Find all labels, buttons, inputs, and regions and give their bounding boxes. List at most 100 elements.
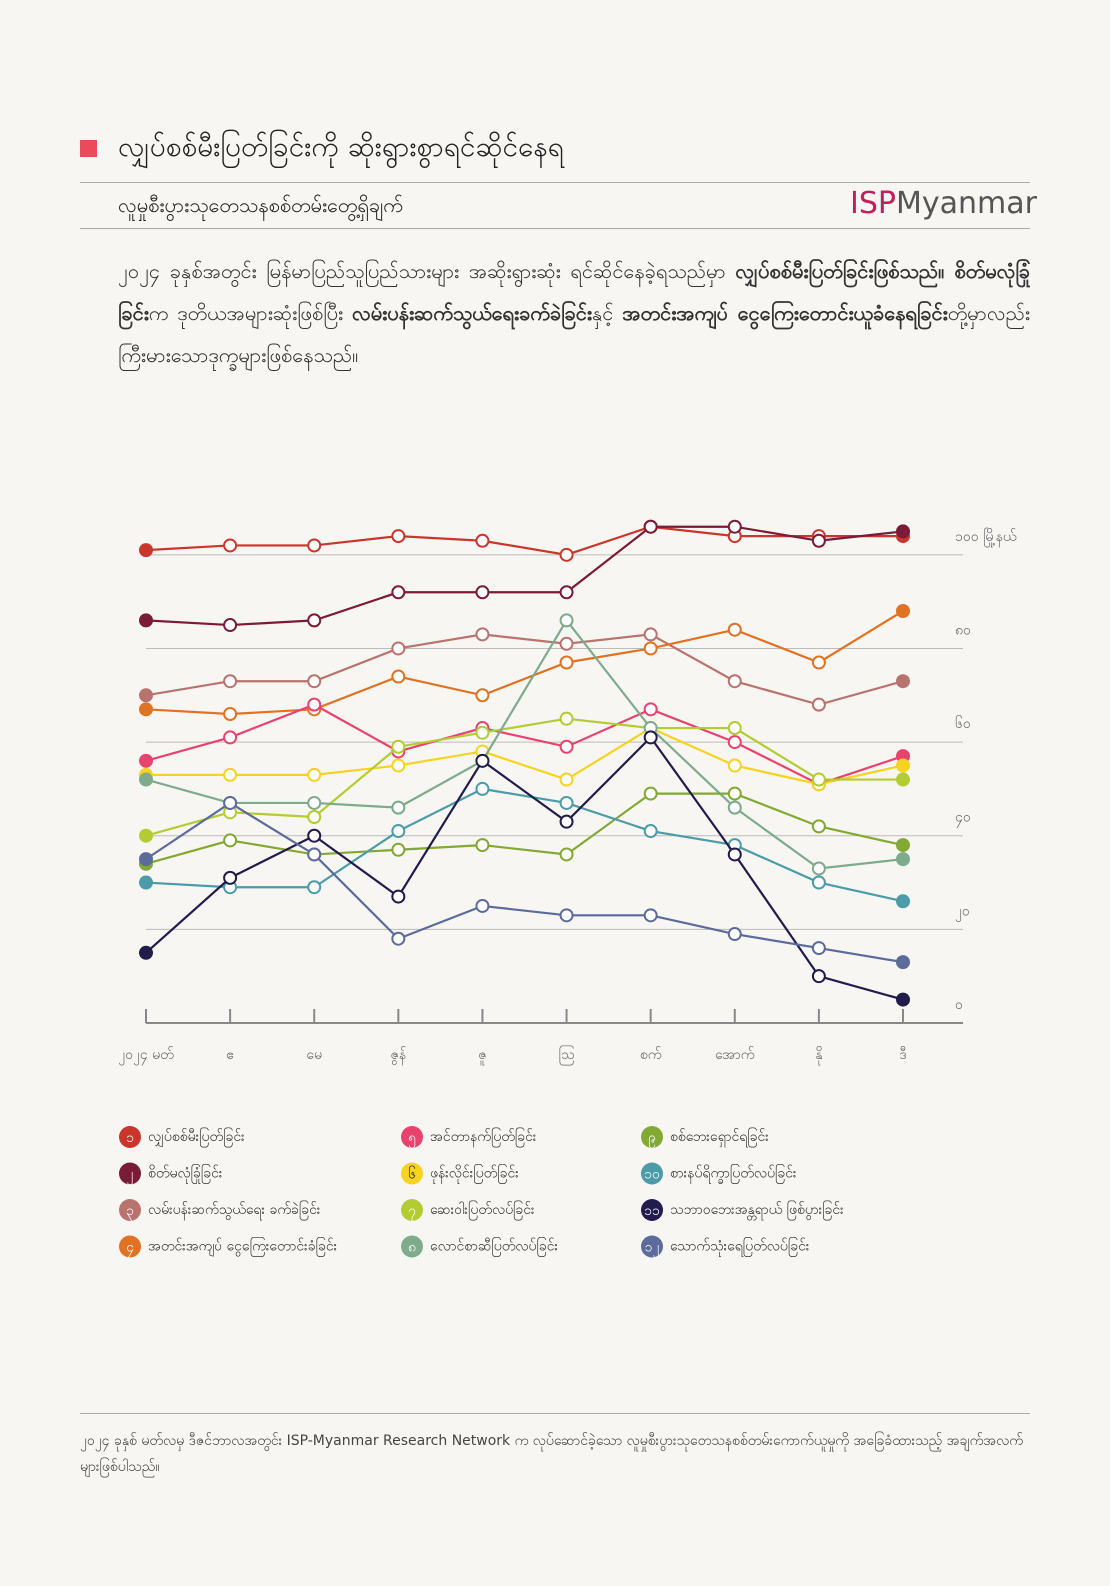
data-point xyxy=(475,725,490,740)
data-point xyxy=(391,824,406,839)
legend-item: ၄ အတင်းအကျပ် ငွေကြေးတောင်းခံခြင်း xyxy=(119,1235,338,1258)
legend-item: ၈ လောင်စာဆီပြတ်လပ်ခြင်း xyxy=(401,1235,558,1258)
data-point xyxy=(811,941,826,956)
legend-item: ၂ စိတ်မလုံခြုံခြင်း xyxy=(119,1162,223,1185)
summary-text: တို့မှာလည်း ကြီးမားသောဒုက္ခများဖြစ်နေသည်… xyxy=(118,301,1030,367)
data-point xyxy=(223,730,238,745)
x-tick-label: စက် xyxy=(640,1047,662,1063)
legend-item: ၁၂ သောက်သုံးရေပြတ်လပ်ခြင်း xyxy=(641,1235,810,1258)
legend-number: ၁၂ xyxy=(645,1240,660,1258)
data-point xyxy=(896,838,910,853)
x-tick-label: အောက် xyxy=(715,1047,755,1063)
footnote: ၂၀၂၄ ခုနှစ် မတ်လမှ ဒီဇင်ဘာလအတွင်း ISP-My… xyxy=(80,1433,1023,1475)
data-point xyxy=(896,992,910,1007)
data-point xyxy=(223,674,238,689)
legend-item: ၅ အင်တာနက်ပြတ်ခြင်း xyxy=(401,1126,537,1148)
legend-number: ၂ xyxy=(127,1167,134,1185)
series-line xyxy=(145,610,904,716)
data-point xyxy=(475,753,490,768)
data-point xyxy=(139,688,153,703)
legend-number: ၈ xyxy=(408,1240,416,1256)
data-point xyxy=(475,585,490,600)
data-point xyxy=(896,604,910,618)
summary-text: က ဒုတိယအများဆုံးဖြစ်ပြီး xyxy=(148,301,352,325)
data-point xyxy=(559,795,574,810)
data-point xyxy=(559,739,574,754)
x-tick-label: ဩ xyxy=(559,1046,575,1065)
data-point xyxy=(391,669,406,684)
legend-label: စားနပ်ရိက္ခာပြတ်လပ်ခြင်း xyxy=(670,1165,797,1184)
legend-label: စိတ်မလုံခြုံခြင်း xyxy=(148,1165,223,1184)
data-point xyxy=(307,810,322,824)
data-point xyxy=(559,636,574,651)
data-point xyxy=(811,533,826,548)
summary-text: နှင့် xyxy=(591,301,623,325)
legend-number: ၉ xyxy=(648,1130,656,1148)
legend-number: ၃ xyxy=(126,1203,134,1221)
legend-item: ၇ ဆေးဝါးပြတ်လပ်ခြင်း xyxy=(401,1199,535,1221)
legend-item: ၁ လျှပ်စစ်မီးပြတ်ခြင်း xyxy=(119,1126,245,1148)
legend-label: အတင်းအကျပ် ငွေကြေးတောင်းခံခြင်း xyxy=(148,1238,338,1257)
y-tick-label: ၂၀ xyxy=(955,903,970,921)
legend-label: လောင်စာဆီပြတ်လပ်ခြင်း xyxy=(430,1238,558,1257)
series-line xyxy=(145,717,903,837)
series-line xyxy=(145,618,904,870)
data-point xyxy=(896,758,910,773)
data-point xyxy=(896,955,910,970)
title: လျှပ်စစ်မီးပြတ်ခြင်းကို ဆိုးရွားစွာရင်ဆိ… xyxy=(118,130,564,163)
legend-label: အင်တာနက်ပြတ်ခြင်း xyxy=(430,1128,537,1147)
data-point xyxy=(475,688,490,703)
series-line xyxy=(146,726,904,786)
data-point xyxy=(727,847,742,862)
data-point xyxy=(559,585,574,600)
series-line xyxy=(145,703,904,786)
legend-item: ၉ စစ်ဘေးရှောင်ရခြင်း xyxy=(641,1126,769,1148)
data-point xyxy=(643,786,658,801)
data-point xyxy=(223,707,238,721)
data-point xyxy=(391,739,406,754)
data-point xyxy=(139,753,153,768)
data-point xyxy=(139,543,153,558)
legend-badge xyxy=(119,1199,141,1221)
data-point xyxy=(139,852,153,867)
data-point xyxy=(223,833,238,848)
series-line xyxy=(145,792,904,865)
data-point xyxy=(139,875,153,890)
data-point xyxy=(139,828,153,843)
data-point xyxy=(307,880,322,895)
data-point xyxy=(727,519,742,534)
y-tick-label: ၈၀ xyxy=(955,622,971,638)
data-point xyxy=(307,828,322,843)
data-point xyxy=(391,842,406,857)
x-tick-label: နို xyxy=(815,1047,823,1065)
legend-badge xyxy=(401,1126,423,1148)
legend-label: သောက်သုံးရေပြတ်လပ်ခြင်း xyxy=(670,1238,810,1257)
data-point xyxy=(643,702,658,717)
legend-item: ၃ လမ်းပန်းဆက်သွယ်ရေး ခက်ခဲခြင်း xyxy=(119,1199,321,1221)
data-point xyxy=(223,767,238,782)
legend-label: စစ်ဘေးရှောင်ရခြင်း xyxy=(670,1128,769,1147)
data-point xyxy=(811,772,826,787)
rule xyxy=(80,228,1030,229)
data-point xyxy=(727,622,742,637)
legend-number: ၇ xyxy=(408,1203,416,1221)
data-point xyxy=(811,697,826,712)
data-point xyxy=(727,927,742,942)
data-point xyxy=(811,969,826,984)
data-point xyxy=(643,908,658,923)
chart: ၀၂၀၄၀၆၀၈၀၁၀၀ မြို့နယ်၂၀၂၄ မတ်ဧမေ ဇွန် ဇူဩစ… xyxy=(118,519,1017,1258)
data-point xyxy=(727,758,742,773)
legend-badge xyxy=(119,1126,141,1148)
data-point xyxy=(475,627,490,642)
summary-text: လျှပ်စစ်မီးပြတ်ခြင်းဖြစ်သည်။ စိတ်မလုံခြု… xyxy=(118,259,1030,325)
legend-item: ၆ ဖုန်းလိုင်းပြတ်ခြင်း xyxy=(401,1162,519,1185)
data-point xyxy=(643,519,658,534)
data-point xyxy=(896,674,910,689)
legend-badge xyxy=(401,1162,423,1185)
legend-number: ၁ xyxy=(126,1130,134,1146)
legend-badge xyxy=(641,1235,663,1258)
data-point xyxy=(391,758,406,773)
data-point xyxy=(139,772,153,787)
data-point xyxy=(139,613,153,628)
data-point xyxy=(896,772,910,787)
